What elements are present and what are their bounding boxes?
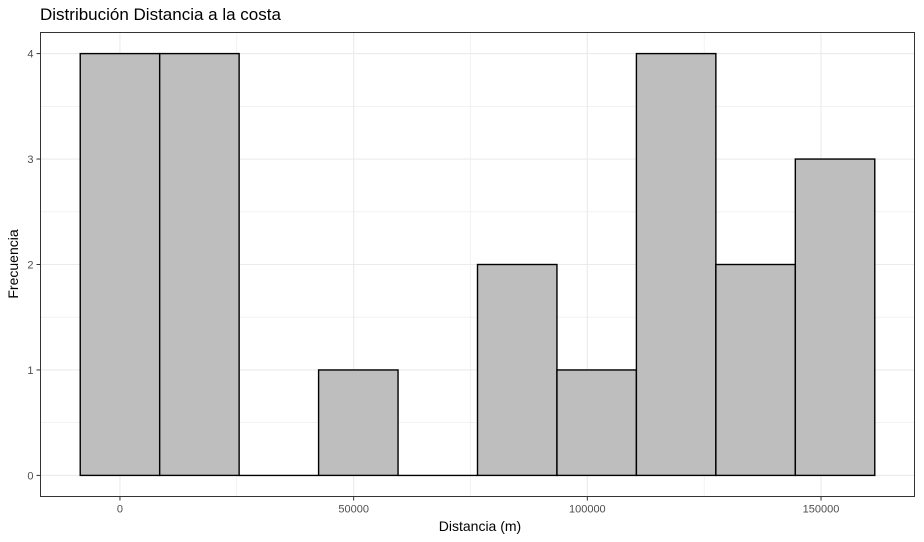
y-axis-title: Frecuencia [5,229,21,298]
y-tick-label: 3 [27,154,33,166]
histogram-bar [317,369,399,477]
x-tick-label: 100000 [569,504,606,516]
histogram-bar [79,52,161,477]
y-tick-label: 0 [27,470,33,482]
chart-title: Distribución Distancia a la costa [40,5,281,24]
histogram-bar [158,52,240,477]
histogram-bar [715,263,797,477]
x-axis-ticks: 0 50000 100000 150000 [117,496,840,516]
histogram-bar [556,369,638,477]
x-tick-label: 0 [117,504,123,516]
x-tick-label: 50000 [338,504,369,516]
bars [79,52,876,477]
y-tick-label: 2 [27,260,33,272]
x-axis-title: Distancia (m) [439,518,521,534]
histogram-bar [635,52,717,477]
y-axis-ticks: 0 1 2 3 4 [27,49,41,482]
histogram-bar [794,158,876,477]
x-tick-label: 150000 [803,504,840,516]
y-tick-label: 4 [27,49,33,61]
y-tick-label: 1 [27,365,33,377]
histogram-bar [476,263,558,477]
